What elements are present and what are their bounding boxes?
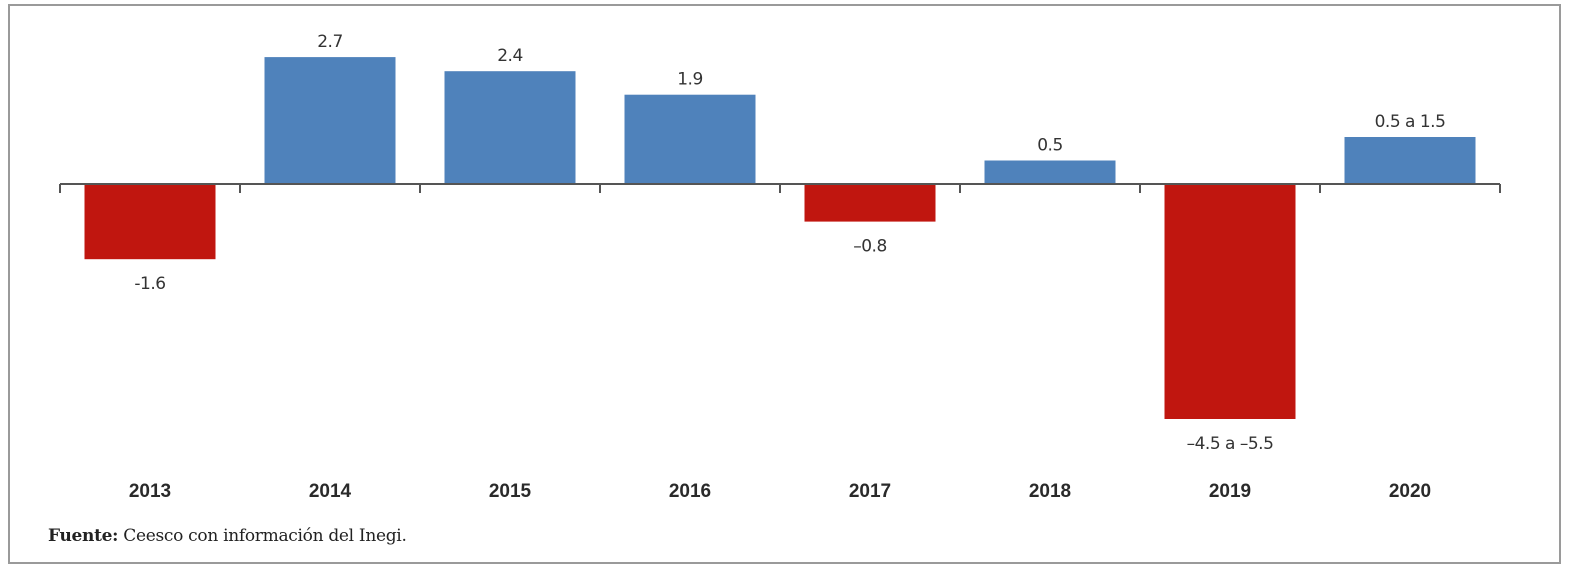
data-label-2013: -1.6 — [134, 274, 165, 294]
tick-label-2016: 2016 — [669, 481, 711, 502]
bar-2016 — [624, 94, 756, 184]
tick-label-2018: 2018 — [1029, 481, 1071, 502]
bar-2018 — [984, 160, 1116, 184]
bar-2020 — [1344, 137, 1476, 184]
data-label-2015: 2.4 — [497, 46, 523, 66]
source-label: Fuente: — [48, 526, 119, 546]
tick-label-2019: 2019 — [1209, 481, 1251, 502]
bar-2019 — [1164, 184, 1296, 419]
tick-label-2015: 2015 — [489, 481, 532, 502]
bar-2017 — [804, 184, 936, 222]
source-text: Ceesco con información del Inegi. — [118, 526, 407, 546]
data-label-2014: 2.7 — [317, 32, 343, 52]
tick-label-2013: 2013 — [129, 481, 171, 502]
data-label-2019: –4.5 a –5.5 — [1187, 434, 1274, 454]
tick-label-2014: 2014 — [309, 481, 352, 502]
bar-2015 — [444, 71, 576, 184]
data-label-2018: 0.5 — [1037, 136, 1063, 156]
tick-label-2017: 2017 — [849, 481, 891, 502]
bar-2014 — [264, 57, 396, 184]
data-label-2016: 1.9 — [677, 70, 703, 90]
bar-chart: -1.6 2013 2.7 2014 2.4 2015 1.9 2016 –0.8 2017 0.5… — [59, 32, 1501, 502]
tick-label-2020: 2020 — [1389, 481, 1431, 502]
bar-2013 — [84, 184, 216, 260]
data-label-2017: –0.8 — [853, 237, 887, 257]
data-label-2020: 0.5 a 1.5 — [1375, 112, 1446, 132]
source-note: Fuente: Ceesco con información del Inegi… — [48, 526, 407, 546]
